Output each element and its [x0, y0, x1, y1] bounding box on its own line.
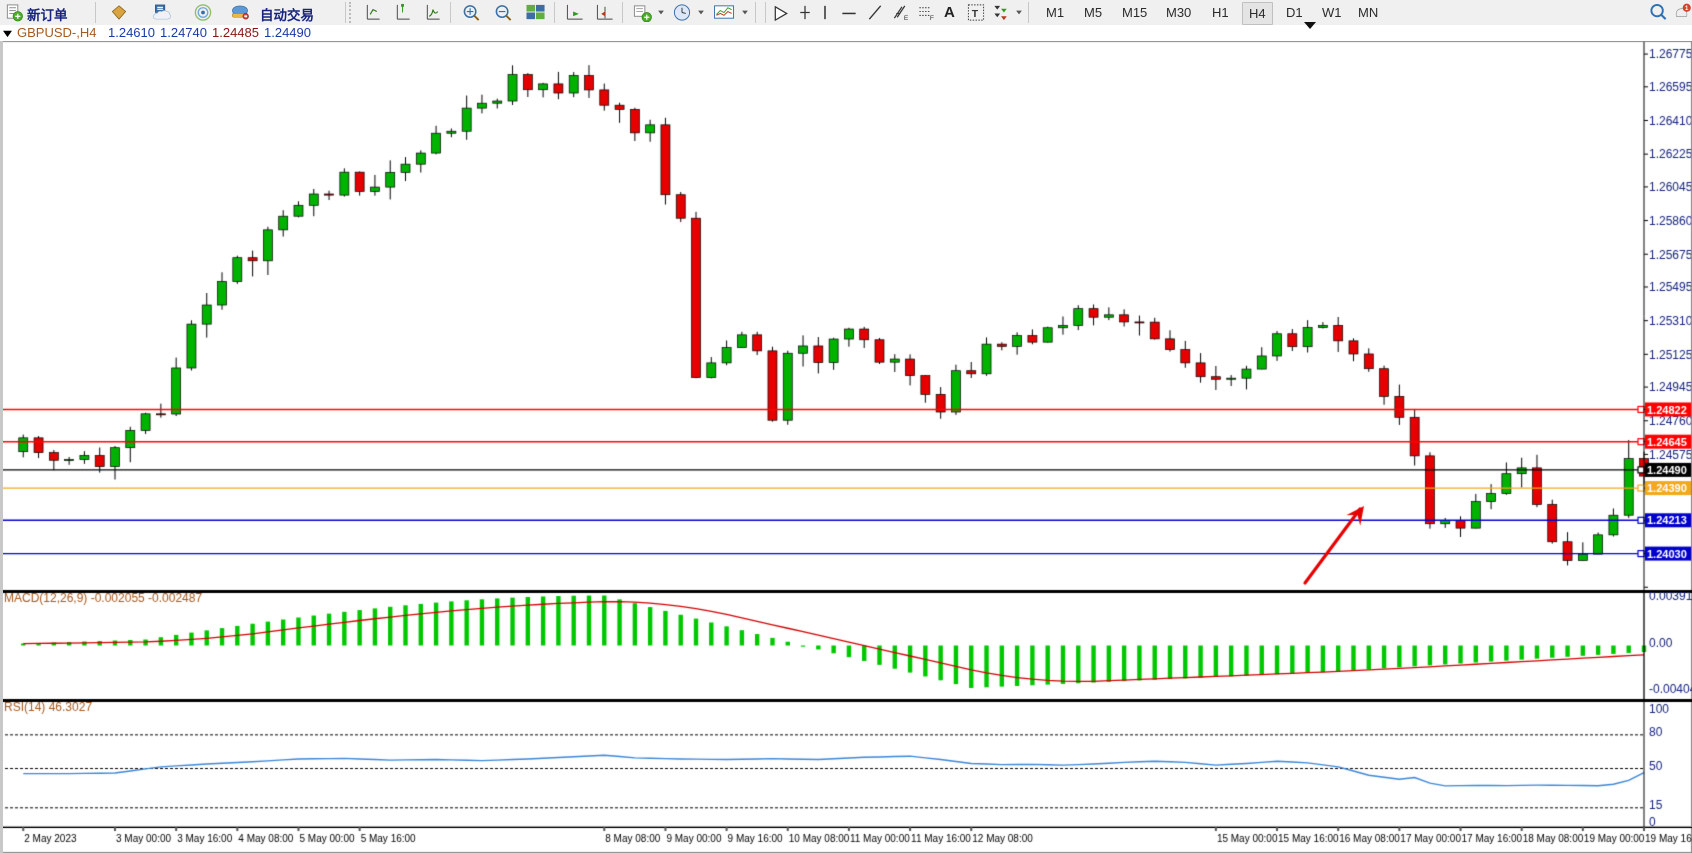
svg-text:T: T: [972, 9, 979, 20]
svg-text:F: F: [930, 15, 934, 22]
svg-text:E: E: [904, 15, 909, 22]
